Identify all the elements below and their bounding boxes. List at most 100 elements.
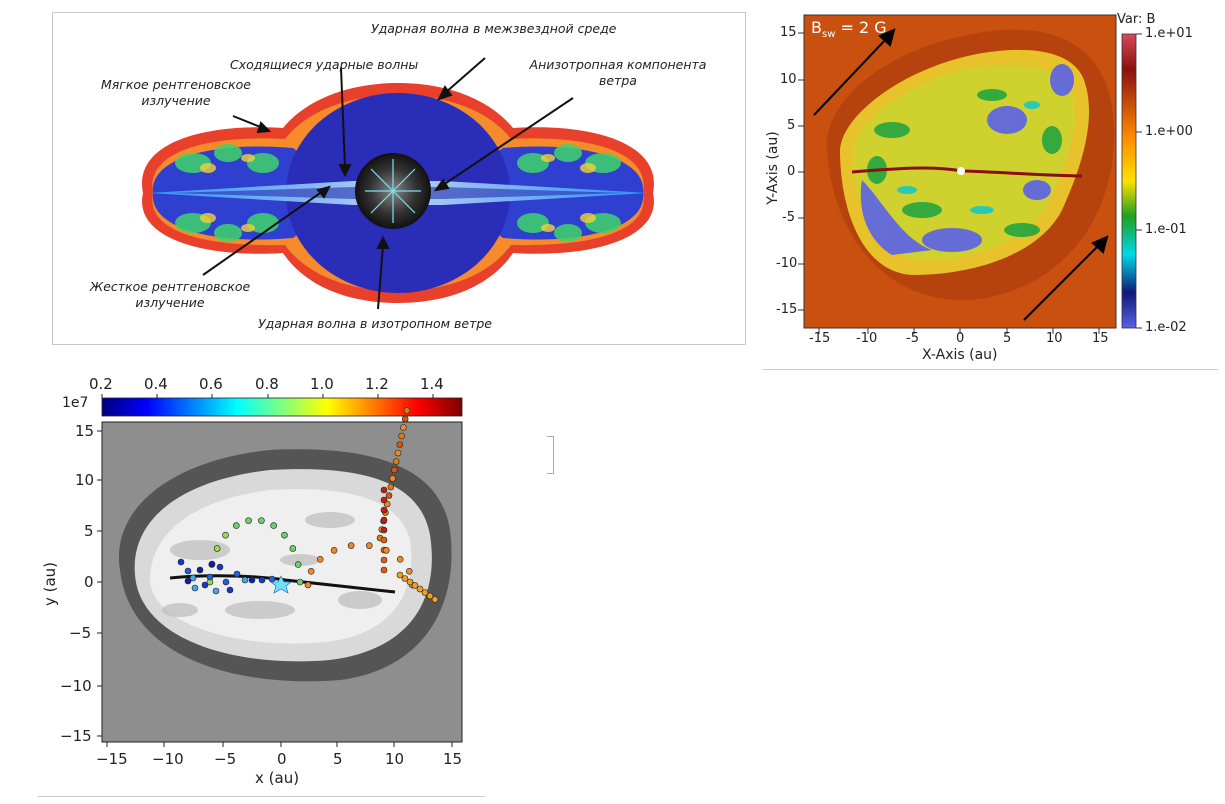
trajectory-point — [294, 561, 302, 568]
anisotropic-wind-label-line1: Анизотропная компонента — [529, 57, 707, 72]
x-tick: 15 — [443, 750, 463, 768]
trajectory-point — [296, 578, 304, 586]
var-label: Var: B — [1117, 12, 1156, 27]
trajectories-panel: 0.2 0.4 0.6 0.8 1.0 1.2 1.4 1e7 −15 −10 … — [40, 370, 490, 800]
y-tick: 10 — [780, 72, 797, 87]
x-tick: 15 — [1092, 331, 1109, 346]
magnetic-field-panel: Bsw = 2 G Var: B 1.e+01 1.e+00 1.e-01 1.… — [762, 0, 1222, 372]
trajectory-point — [380, 516, 388, 524]
schematic-panel: Ударная волна в межзвездной среде Сходящ… — [52, 12, 746, 345]
trajectory-point — [270, 522, 277, 529]
y-tick: 0 — [787, 164, 796, 179]
trajectory-plot — [97, 394, 463, 747]
trajectory-point — [241, 576, 249, 584]
trajectory-point — [365, 542, 373, 549]
cb-tick: 0.2 — [89, 375, 113, 393]
cb-tick-1: 1.e+01 — [1145, 26, 1193, 41]
y-axis-label: Y-Axis (au) — [765, 131, 781, 205]
trajectory-point — [411, 582, 419, 589]
cb-tick: 1.4 — [420, 375, 444, 393]
x-tick: 10 — [385, 750, 405, 768]
trajectory-point — [222, 578, 230, 586]
cb-tick-4: 1.e-02 — [1145, 320, 1187, 335]
x-tick: 5 — [333, 750, 343, 768]
trajectory-point — [380, 536, 388, 544]
x-axis-label: x (au) — [255, 769, 300, 787]
bracket-mark — [547, 436, 554, 474]
y-tick: -15 — [776, 302, 798, 317]
y-tick: −10 — [60, 677, 92, 695]
x-tick: -15 — [809, 331, 831, 346]
x-tick: −10 — [152, 750, 184, 768]
trajectory-point — [289, 545, 297, 552]
trajectory-point — [396, 441, 404, 448]
hard-xray-label: Жесткое рентгеновское излучение — [85, 279, 255, 311]
anisotropic-wind-label-line2: ветра — [599, 73, 637, 88]
trajectory-point — [385, 492, 393, 499]
bsw-label-sub: sw — [821, 29, 836, 41]
trajectory-point — [222, 531, 229, 539]
bsw-label-main: B — [811, 18, 822, 37]
y-tick: −15 — [60, 727, 92, 745]
trajectory-point — [316, 555, 324, 563]
trajectory-point — [196, 566, 204, 574]
trajectory-point — [184, 567, 192, 575]
trajectory-point — [380, 566, 388, 574]
trajectory-points — [177, 407, 439, 603]
trajectory-point — [201, 581, 209, 589]
cb-exponent: 1e7 — [62, 395, 89, 411]
trajectory-point — [401, 575, 409, 582]
trajectory-point — [212, 587, 220, 595]
bsw-label-value: = 2 G — [840, 18, 887, 37]
y-tick: 10 — [75, 471, 95, 489]
trajectory-point — [396, 555, 404, 563]
trajectory-point — [403, 407, 411, 414]
x-tick: 5 — [1003, 331, 1012, 346]
trajectory-point — [405, 568, 413, 575]
trajectory-point — [304, 581, 312, 589]
trajectory-point — [330, 547, 338, 554]
trajectory-point — [382, 547, 390, 554]
trajectory-point — [258, 576, 266, 584]
trajectory-point — [389, 475, 396, 482]
trajectory-point — [347, 542, 355, 549]
cb-tick: 0.8 — [255, 375, 279, 393]
cb-tick: 0.6 — [199, 375, 223, 393]
trajectory-point — [380, 556, 388, 564]
y-tick: 15 — [75, 422, 95, 440]
y-tick: 5 — [787, 118, 796, 133]
soft-xray-label: Мягкое рентгеновское излучение — [91, 77, 261, 109]
wind-simulation-image — [142, 57, 654, 310]
trajectory-point — [426, 592, 434, 600]
ism-shock-label: Ударная волна в межзвездной среде — [371, 21, 617, 36]
trajectory-point — [380, 496, 388, 504]
trajectory-point — [392, 458, 400, 465]
trajectory-point — [281, 531, 288, 539]
trajectory-point — [416, 585, 424, 593]
cb-tick: 1.0 — [310, 375, 334, 393]
trajectory-point — [206, 573, 214, 581]
trajectory-point — [380, 506, 388, 514]
trajectory-point — [396, 571, 404, 579]
converging-shocks-label: Сходящиеся ударные волны — [230, 57, 419, 72]
cb-tick: 0.4 — [144, 375, 168, 393]
trajectory-point — [258, 517, 265, 524]
bsw-label: Bsw = 2 G — [811, 18, 887, 40]
cb-tick-3: 1.e-01 — [1145, 222, 1187, 237]
divider — [762, 369, 1218, 370]
iso-wind-shock-label: Ударная волна в изотропном ветре — [258, 316, 492, 331]
trajectory-point — [387, 483, 395, 491]
x-tick: 10 — [1046, 331, 1063, 346]
trajectory-point — [401, 415, 409, 423]
cb-tick: 1.2 — [365, 375, 389, 393]
trajectory-point — [245, 517, 252, 524]
y-tick: −5 — [69, 624, 92, 642]
y-tick: 0 — [84, 573, 94, 591]
trajectory-point — [380, 526, 388, 534]
trajectory-point — [184, 577, 192, 585]
trajectory-point — [400, 424, 407, 431]
trajectory-point — [307, 568, 315, 575]
soft-xray-label-line1: Мягкое рентгеновское — [100, 77, 252, 92]
trajectory-point — [391, 466, 398, 474]
x-axis-label: X-Axis (au) — [922, 347, 998, 363]
